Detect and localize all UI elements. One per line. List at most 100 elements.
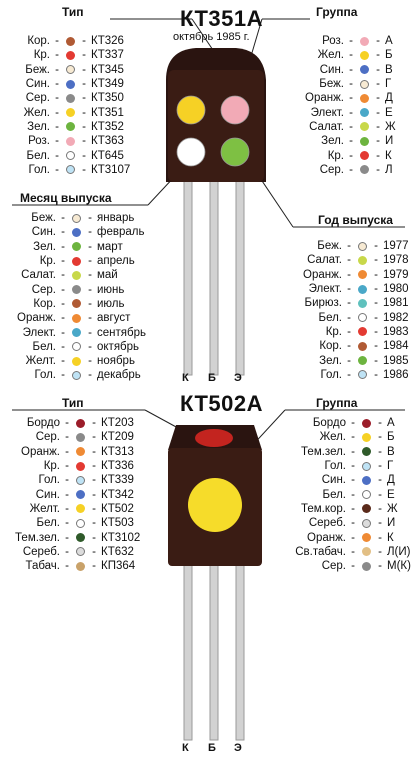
legend-color-name: Беж. [31,212,56,225]
legend-value: февраль [97,226,145,239]
legend-value: КТ363 [91,135,124,148]
dash: - [65,517,69,530]
dash: - [349,106,353,119]
legend-row: Салат. - - май [4,268,146,282]
top-year-list: Беж. - -1977 Салат. - -1978 Оранж. - -1979 Элект.… [290,239,409,382]
dash: - [376,63,380,76]
legend-row: Гол. - - декабрь [4,368,146,382]
legend-row: Син. - - Д [286,473,411,487]
dash: - [61,355,65,368]
legend-value: Л [385,163,393,176]
legend-value: КТ203 [101,417,134,430]
legend-swatch [72,356,81,366]
legend-swatch [72,313,81,323]
lead-2 [209,179,219,376]
dash: - [88,240,92,253]
dash: - [376,92,380,105]
legend-swatch [358,327,367,337]
legend-swatch [76,547,85,557]
dash: - [65,545,69,558]
lead-bottom-2 [209,559,219,741]
legend-value: КТ345 [91,63,124,76]
legend-row: Беж. - - КТ345 [4,63,130,77]
legend-value: КТ3102 [101,531,141,544]
legend-value: 1979 [383,268,409,281]
legend-swatch [362,475,371,485]
legend-value: Б [385,49,393,62]
legend-row: Син. - - КТ342 [4,487,140,501]
legend-value: КТ339 [101,474,134,487]
legend-swatch [76,518,85,528]
legend-row: Бордо - - А [286,416,411,430]
legend-value: М(К) [387,560,411,573]
legend-value: КТ351 [91,106,124,119]
legend-color-name: Тем.кор. [300,502,346,515]
legend-swatch [360,50,369,60]
dash: - [351,445,355,458]
dash: - [55,35,59,48]
dash: - [376,78,380,91]
legend-row: Оранж. - - КТ313 [4,445,140,459]
legend-row: Салат. - - Ж [298,120,396,134]
legend-swatch [358,284,367,294]
legend-row: Кор. - - КТ326 [4,34,130,48]
legend-swatch [66,165,75,175]
legend-swatch [76,490,85,500]
legend-row: Жел. - - Б [286,430,411,444]
dash: - [61,326,65,339]
legend-swatch [362,432,371,442]
legend-value: К [385,149,392,162]
legend-color-name: Бордо [312,417,346,430]
legend-row: Кр. - - КТ337 [4,48,130,62]
dash: - [349,92,353,105]
top-group-header: Группа [316,5,358,19]
legend-value: Д [385,92,393,105]
legend-color-name: Сер. [321,560,346,573]
legend-color-name: Гол. [320,368,342,381]
dash: - [349,63,353,76]
dash: - [55,135,59,148]
legend-color-name: Син. [31,226,56,239]
dash: - [65,531,69,544]
dash: - [88,269,92,282]
legend-swatch [360,79,369,89]
legend-value: КТ350 [91,92,124,105]
legend-row: Син. - - февраль [4,225,146,239]
pin-label-e: Э [234,372,242,384]
dash: - [55,78,59,91]
dash: - [61,240,65,253]
transistor-top-body [168,70,264,182]
dash: - [92,531,96,544]
legend-swatch [362,490,371,500]
legend-row: Бел. - - КТ503 [4,516,140,530]
legend-swatch [66,65,75,75]
legend-color-name: Зел. [319,354,342,367]
dash: - [92,431,96,444]
dash: - [351,531,355,544]
lead-3 [235,179,245,376]
top-type-header: Тип [62,5,84,19]
legend-swatch [360,136,369,146]
legend-color-name: Элект. [310,106,344,119]
legend-row: Элект. - -1980 [290,282,409,296]
legend-color-name: Салат. [307,254,342,267]
legend-value: КП364 [101,560,136,573]
dash: - [88,326,92,339]
dash: - [82,106,86,119]
legend-value: КТ503 [101,517,134,530]
legend-swatch [362,447,371,457]
dash: - [351,431,355,444]
dash: - [82,63,86,76]
legend-value: К [387,531,394,544]
dash: - [378,417,382,430]
legend-color-name: Желт. [25,355,56,368]
legend-swatch [72,342,81,352]
dash: - [65,502,69,515]
legend-row: Гол. - - Г [286,459,411,473]
legend-row: Роз. - - А [298,34,396,48]
legend-value: ноябрь [97,355,135,368]
legend-row: Бирюз. - -1981 [290,296,409,310]
top-subtitle: октябрь 1985 г. [173,31,250,43]
legend-swatch [362,533,371,543]
legend-value: А [385,35,393,48]
